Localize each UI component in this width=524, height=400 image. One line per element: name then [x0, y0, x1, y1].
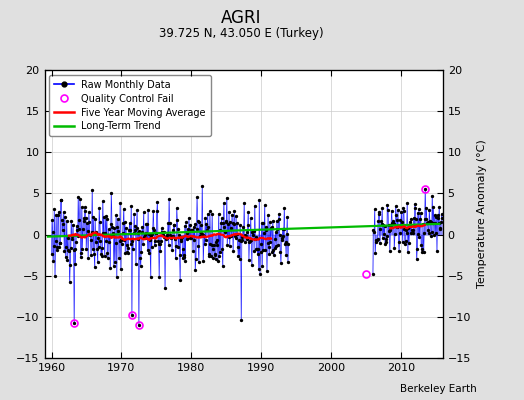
Y-axis label: Temperature Anomaly (°C): Temperature Anomaly (°C): [476, 140, 487, 288]
Text: Berkeley Earth: Berkeley Earth: [400, 384, 477, 394]
Text: 39.725 N, 43.050 E (Turkey): 39.725 N, 43.050 E (Turkey): [159, 28, 323, 40]
Text: AGRI: AGRI: [221, 9, 261, 27]
Legend: Raw Monthly Data, Quality Control Fail, Five Year Moving Average, Long-Term Tren: Raw Monthly Data, Quality Control Fail, …: [49, 75, 211, 136]
